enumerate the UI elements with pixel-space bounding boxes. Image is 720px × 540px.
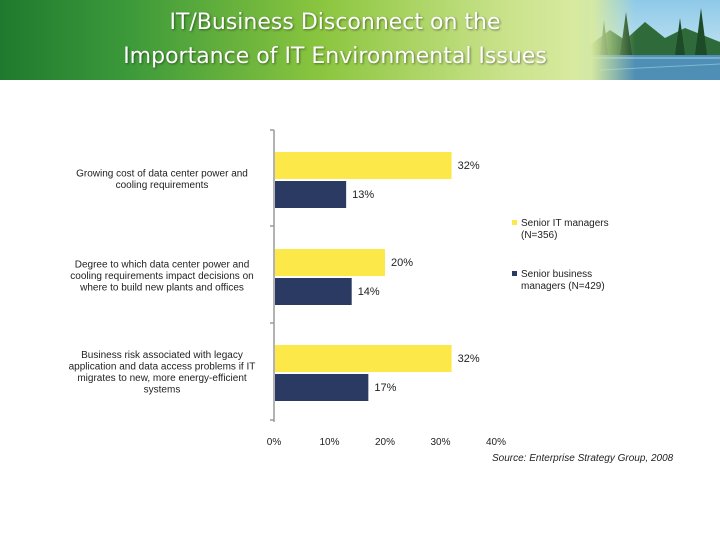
- legend-label: managers (N=429): [521, 281, 605, 292]
- category-label: systems: [144, 384, 181, 395]
- category-label: Growing cost of data center power and: [76, 168, 248, 179]
- bar: [275, 278, 352, 305]
- slide-title-line-1: IT/Business Disconnect on the: [169, 10, 501, 35]
- slide-title-line-2: Importance of IT Environmental Issues: [123, 44, 547, 69]
- x-tick-label: 40%: [486, 437, 506, 448]
- category-label: Degree to which data center power and: [75, 260, 250, 271]
- category-label: cooling requirements: [116, 180, 209, 191]
- bar: [275, 249, 385, 276]
- legend-label: (N=356): [521, 230, 557, 241]
- bar-chart: 0% 10% 20% 30% 40% Growing cost of data cente…: [69, 129, 609, 448]
- category-label: where to build new plants and offices: [79, 283, 244, 294]
- legend-swatch: [512, 220, 517, 225]
- legend-label: Senior IT managers: [521, 218, 609, 229]
- bar-value-label: 20%: [391, 257, 413, 269]
- bar-value-label: 14%: [358, 286, 380, 298]
- slide-title: IT/Business Disconnect on the Importance…: [0, 6, 670, 74]
- title-banner: IT/Business Disconnect on the Importance…: [0, 0, 720, 80]
- category-label: Business risk associated with legacy: [81, 350, 243, 361]
- x-tick-label: 0%: [267, 437, 282, 448]
- bar-value-label: 13%: [352, 189, 374, 201]
- legend-label: Senior business: [521, 269, 592, 280]
- bar-value-label: 32%: [458, 353, 480, 365]
- category-label: cooling requirements impact decisions on: [70, 271, 253, 282]
- category-label: migrates to new, more energy-efficient: [77, 373, 247, 384]
- bar: [275, 152, 452, 179]
- bar-value-label: 17%: [374, 382, 396, 394]
- lake-landscape-image: [590, 0, 720, 80]
- x-tick-label: 20%: [375, 437, 395, 448]
- category-label: application and data access problems if …: [69, 361, 256, 372]
- bar: [275, 374, 369, 401]
- x-tick-label: 10%: [319, 437, 339, 448]
- bar: [275, 345, 452, 372]
- x-tick-label: 30%: [430, 437, 450, 448]
- source-note: Source: Enterprise Strategy Group, 2008: [492, 453, 674, 464]
- legend-swatch: [512, 271, 517, 276]
- bar-value-label: 32%: [458, 160, 480, 172]
- bar: [275, 181, 347, 208]
